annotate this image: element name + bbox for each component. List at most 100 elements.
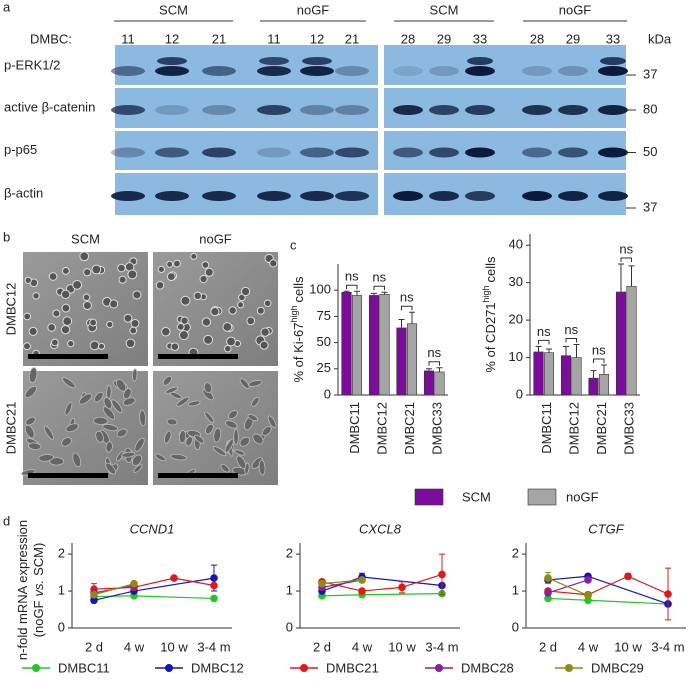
- cell: [239, 436, 251, 447]
- bar: [423, 370, 435, 396]
- bar: [571, 357, 582, 396]
- point: [210, 574, 218, 582]
- band: [429, 191, 459, 201]
- error-bar: [436, 367, 443, 372]
- line-segment: [547, 597, 589, 601]
- cell: [97, 342, 106, 350]
- band: [465, 66, 495, 76]
- y-tick-label: 30: [509, 274, 523, 289]
- kda-value: 37: [643, 66, 657, 81]
- significance-label: ns: [345, 269, 359, 284]
- error-bar: [573, 343, 580, 358]
- band: [429, 66, 459, 76]
- cell: [60, 325, 71, 335]
- band: [300, 66, 334, 76]
- band: [429, 147, 459, 158]
- cell: [93, 416, 109, 425]
- cell: [227, 410, 238, 420]
- lane-label: 12: [310, 31, 324, 46]
- band: [558, 66, 588, 76]
- y-axis-label: n-fold mRNA expression: [15, 520, 30, 660]
- cell: [72, 279, 83, 290]
- cell: [32, 292, 40, 300]
- legend-label: SCM: [462, 489, 491, 504]
- y-tick-label: 2: [512, 546, 519, 561]
- band: [257, 66, 291, 76]
- cell: [258, 459, 266, 476]
- column-label: SCM: [71, 231, 100, 246]
- band: [598, 147, 628, 158]
- cell: [190, 252, 198, 260]
- y-tick-label: 50: [317, 334, 331, 349]
- cell: [133, 464, 143, 473]
- band: [522, 147, 552, 158]
- column-label: noGF: [199, 231, 232, 246]
- error-bar: [426, 368, 432, 371]
- band: [393, 105, 423, 115]
- cell: [203, 382, 213, 394]
- error-bar: [601, 364, 607, 375]
- line-segment: [361, 593, 443, 596]
- cell: [205, 423, 214, 435]
- band: [111, 147, 145, 158]
- cell: [118, 275, 127, 284]
- kda-value: 37: [643, 199, 657, 214]
- band: [467, 57, 493, 65]
- y-tick-label: 0: [324, 386, 331, 401]
- cell: [210, 307, 220, 317]
- band: [465, 105, 495, 115]
- cell: [65, 423, 79, 433]
- line-segment: [93, 583, 135, 596]
- band: [393, 66, 423, 76]
- line-segment: [547, 590, 589, 596]
- kda-value: 80: [643, 101, 657, 116]
- cell: [121, 451, 136, 458]
- cell: [64, 401, 73, 416]
- group-label: noGF: [559, 2, 592, 17]
- cell: [240, 286, 251, 297]
- y-tick-label: 0: [58, 619, 65, 634]
- band: [257, 105, 291, 115]
- band: [259, 57, 289, 65]
- band: [522, 191, 552, 201]
- y-axis-label-tail: cells: [291, 276, 306, 303]
- x-tick-label: DMBC21: [594, 402, 609, 455]
- band: [522, 105, 552, 115]
- band: [598, 191, 628, 201]
- x-tick-label: 2 d: [313, 639, 331, 654]
- cell: [61, 437, 72, 447]
- x-tick-label: 10 w: [160, 639, 188, 654]
- significance-label: ns: [537, 324, 551, 339]
- cell: [154, 453, 166, 462]
- x-tick-label: 3-4 m: [425, 639, 458, 654]
- cell: [234, 449, 246, 456]
- cell: [78, 393, 93, 405]
- significance-label: ns: [619, 241, 633, 256]
- cell: [239, 378, 250, 389]
- cell: [201, 261, 210, 269]
- cell: [267, 415, 277, 428]
- band: [111, 105, 145, 115]
- y-axis-label-tail: cells: [483, 256, 498, 283]
- significance-label: ns: [592, 342, 606, 357]
- x-tick-label: DMBC21: [402, 402, 417, 455]
- y-tick-label: 25: [317, 360, 331, 375]
- band: [111, 191, 145, 201]
- cell: [166, 418, 178, 426]
- micrograph: [23, 251, 148, 366]
- x-tick-label: 4 w: [352, 639, 373, 654]
- cell: [157, 265, 165, 273]
- y-axis-label-text: % of Ki-67: [291, 323, 306, 383]
- point: [318, 579, 326, 588]
- cell: [134, 437, 145, 452]
- x-tick-label: DMBC12: [567, 402, 582, 455]
- cell: [173, 259, 181, 268]
- chart-title: CCND1: [130, 521, 175, 536]
- cell: [220, 463, 230, 473]
- error-bar: [590, 370, 597, 379]
- y-axis-label-part: vs.: [31, 580, 46, 597]
- cell: [261, 425, 272, 436]
- cell: [49, 457, 65, 466]
- y-tick-label: 2: [286, 546, 293, 561]
- line-segment: [587, 575, 629, 596]
